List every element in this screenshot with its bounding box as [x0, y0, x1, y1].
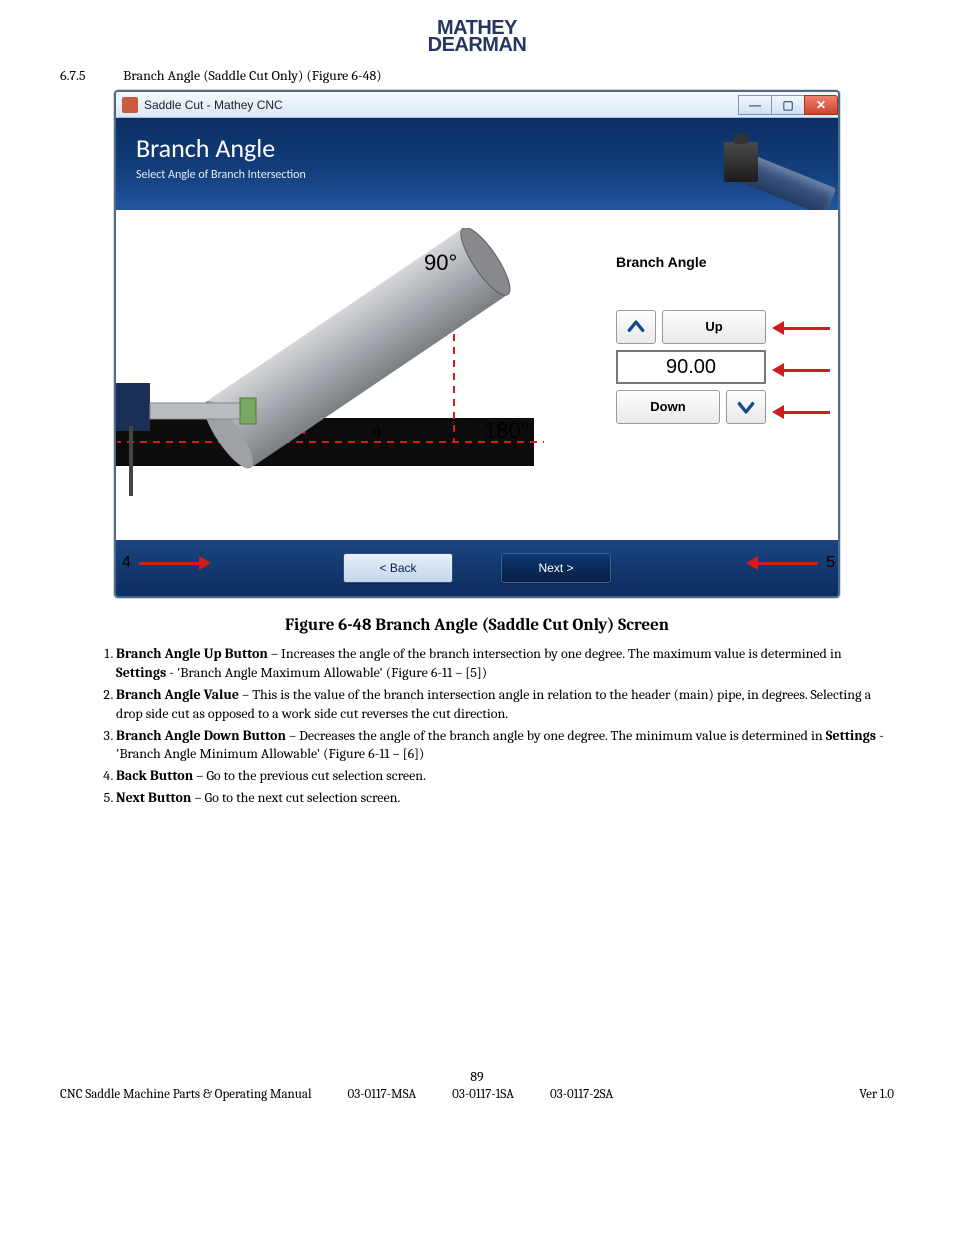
callout-5: 5: [746, 554, 840, 572]
description-list: Branch Angle Up Button – Increases the a…: [116, 645, 894, 808]
list-item: Branch Angle Value – This is the value o…: [116, 686, 894, 724]
footer-manual-name: CNC Saddle Machine Parts & Operating Man…: [60, 1087, 312, 1102]
list-item: Branch Angle Down Button – Decreases the…: [116, 727, 894, 765]
brand-logo: MATHEY DEARMAN: [60, 20, 894, 55]
next-button[interactable]: Next >: [501, 553, 611, 583]
footer-version: Ver 1.0: [859, 1087, 894, 1102]
app-window: Saddle Cut - Mathey CNC — ▢ ✕ Branch Ang…: [114, 90, 840, 598]
logo-line-2: DEARMAN: [428, 37, 527, 54]
angle-down-label[interactable]: Down: [616, 390, 720, 424]
section-heading: 6.7.5 Branch Angle (Saddle Cut Only) (Fi…: [60, 67, 894, 84]
maximize-button[interactable]: ▢: [771, 95, 805, 115]
window-title: Saddle Cut - Mathey CNC: [144, 98, 739, 112]
minimize-button[interactable]: —: [738, 95, 772, 115]
section-number: 6.7.5: [60, 67, 120, 84]
angle-up-label[interactable]: Up: [662, 310, 766, 344]
app-icon: [122, 97, 138, 113]
header-3d-illustration: [710, 128, 820, 198]
footer-code-3: 03-0117-2SA: [550, 1087, 613, 1102]
callout-2: 2: [772, 361, 840, 379]
chevron-up-icon: [626, 317, 646, 337]
callout-3: 3: [772, 403, 840, 421]
figure-caption: Figure 6-48 Branch Angle (Saddle Cut Onl…: [60, 616, 894, 635]
document-footer: CNC Saddle Machine Parts & Operating Man…: [60, 1087, 894, 1102]
close-button[interactable]: ✕: [804, 95, 838, 115]
label-90: 90°: [424, 250, 457, 275]
list-item: Back Button – Go to the previous cut sel…: [116, 767, 894, 786]
label-0: 0°: [114, 436, 119, 461]
list-item: Next Button – Go to the next cut selecti…: [116, 789, 894, 808]
panel-footer: 4 < Back Next > 5: [116, 540, 838, 596]
angle-value-field[interactable]: 90.00: [616, 350, 766, 384]
footer-code-2: 03-0117-1SA: [452, 1087, 514, 1102]
control-group-label: Branch Angle: [616, 254, 707, 270]
label-theta: θ: [372, 425, 381, 442]
angle-up-button[interactable]: [616, 310, 656, 344]
window-titlebar: Saddle Cut - Mathey CNC — ▢ ✕: [116, 92, 838, 118]
angle-down-button[interactable]: [726, 390, 766, 424]
list-item: Branch Angle Up Button – Increases the a…: [116, 645, 894, 683]
footer-code-1: 03-0117-MSA: [348, 1087, 417, 1102]
window-button-group: — ▢ ✕: [739, 95, 838, 115]
section-title: Branch Angle (Saddle Cut Only) (Figure 6…: [123, 67, 382, 84]
angle-control-group: Up 90.00 Down: [616, 310, 766, 430]
callout-1: 1: [772, 319, 840, 337]
label-180: 180°: [484, 418, 530, 443]
page-number: 89: [60, 1068, 894, 1085]
panel-body: 90° 180° 0° θ Branch Angle Up 90.00 Down: [116, 210, 838, 540]
chevron-down-icon: [736, 397, 756, 417]
back-button[interactable]: < Back: [343, 553, 453, 583]
branch-angle-diagram: 90° 180° 0° θ: [114, 228, 574, 508]
panel-header: Branch Angle Select Angle of Branch Inte…: [116, 118, 838, 210]
callout-4: 4: [114, 554, 211, 572]
